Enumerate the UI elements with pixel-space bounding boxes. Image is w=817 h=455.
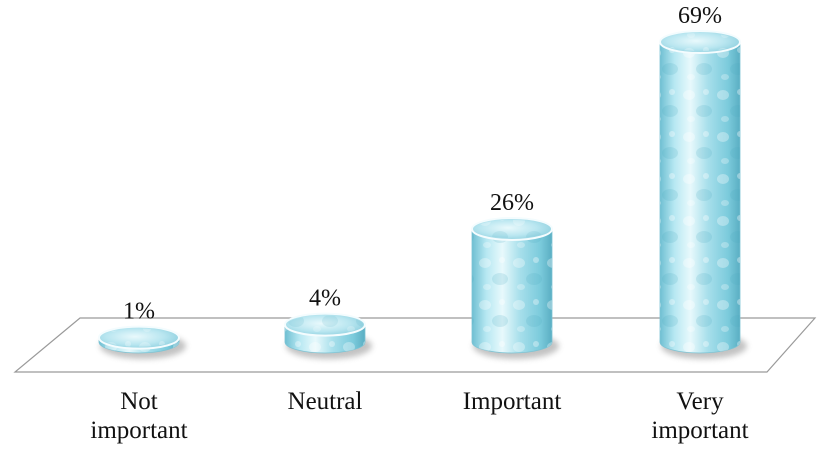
value-label: 69% — [678, 3, 722, 29]
category-label: Not important — [64, 387, 214, 445]
category-label: Very important — [625, 387, 775, 445]
bar-texture — [99, 337, 179, 353]
value-label: 1% — [123, 299, 155, 325]
category-label-line: Neutral — [287, 388, 363, 415]
bar-cylinder — [98, 325, 186, 359]
bar-cylinder — [471, 216, 559, 359]
bar-cylinder — [659, 30, 747, 359]
value-label: 4% — [309, 286, 341, 312]
category-label-line: Very — [676, 388, 724, 415]
category-label-line: Not — [120, 388, 158, 415]
value-label: 26% — [490, 190, 534, 216]
bar-cylinder — [284, 312, 372, 359]
category-label: Neutral — [250, 387, 400, 416]
bar-texture — [285, 324, 365, 353]
category-label-line: Important — [462, 388, 562, 415]
bars-layer: 1% 4% 26% 69% — [98, 3, 747, 359]
bar-texture — [660, 42, 740, 353]
bar-top-texture — [101, 328, 177, 347]
category-label: Important — [437, 387, 587, 416]
category-label-line: important — [90, 417, 188, 444]
category-label-line: important — [651, 417, 749, 444]
chart-floor — [13, 317, 817, 373]
bar-top-texture — [474, 219, 550, 238]
bar-texture — [472, 228, 552, 353]
bar-top-texture — [287, 315, 363, 334]
bar-top-texture — [662, 33, 738, 51]
